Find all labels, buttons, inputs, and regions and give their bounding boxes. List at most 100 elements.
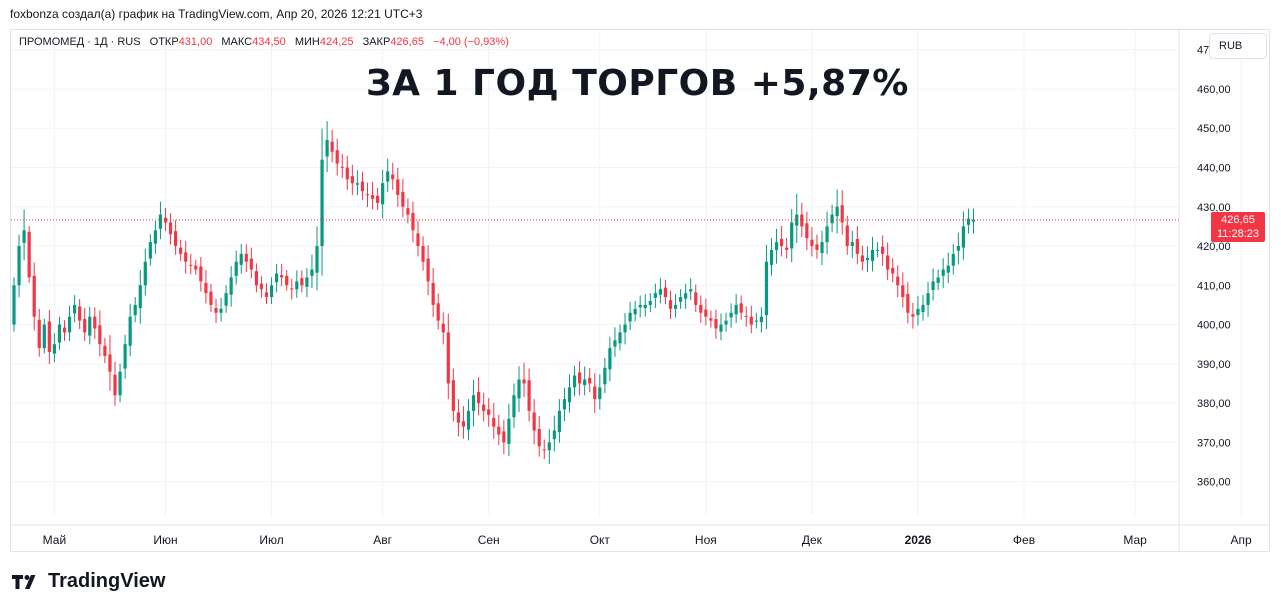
- x-tick-label: Ноя: [695, 533, 717, 547]
- candle-body: [305, 277, 309, 287]
- candle-body: [295, 281, 299, 290]
- candle-body: [386, 171, 390, 182]
- candle-body: [532, 412, 536, 431]
- low-label: МИН: [294, 36, 320, 48]
- candle-body: [724, 320, 728, 325]
- candle-body: [628, 312, 632, 322]
- candle-body: [754, 320, 758, 322]
- low-value: 424,25: [319, 36, 354, 48]
- candle-body: [93, 316, 97, 329]
- candle-body: [73, 304, 77, 314]
- candle-body: [769, 249, 774, 265]
- candle-body: [936, 277, 940, 283]
- candle-body: [12, 285, 16, 325]
- candle-body: [103, 345, 107, 356]
- candle-body: [239, 253, 243, 265]
- candle-body: [340, 166, 344, 168]
- candle-body: [219, 308, 223, 313]
- candle-body: [567, 387, 572, 403]
- y-tick-label: 460,00: [1197, 84, 1231, 96]
- y-tick-label: 450,00: [1197, 123, 1231, 135]
- candle-body: [365, 194, 370, 196]
- candle-body: [461, 421, 466, 427]
- candle-body: [860, 255, 864, 262]
- candle-body: [32, 275, 36, 317]
- candle-body: [315, 246, 319, 273]
- x-tick-label: 2026: [905, 533, 932, 547]
- candle-body: [663, 287, 668, 298]
- candle-body: [578, 372, 582, 384]
- candle-body: [27, 231, 31, 278]
- candle-body: [244, 253, 248, 262]
- candle-body: [966, 218, 971, 225]
- candle-body: [507, 418, 511, 444]
- high-value: 434,50: [252, 36, 286, 48]
- candle-body: [381, 183, 385, 205]
- candle-body: [840, 205, 844, 223]
- candle-body: [759, 316, 763, 323]
- candle-body: [320, 159, 324, 247]
- candle-body: [956, 246, 960, 251]
- close-label: ЗАКР: [362, 36, 391, 48]
- tradingview-logo[interactable]: TradingView: [12, 570, 165, 593]
- candle-body: [729, 312, 733, 318]
- candle-body: [951, 253, 955, 266]
- candle-body: [335, 150, 339, 164]
- candle-body: [350, 176, 354, 184]
- candle-body: [330, 141, 334, 152]
- candle-body: [739, 303, 743, 313]
- candle-body: [820, 242, 824, 254]
- bar-countdown: 11:28:23: [1216, 227, 1259, 240]
- candle-body: [795, 214, 799, 226]
- candle-body: [704, 309, 708, 317]
- candle-body: [780, 238, 784, 247]
- tradingview-logo-icon: [12, 574, 36, 589]
- candle-body: [22, 230, 26, 243]
- candle-body: [552, 430, 556, 440]
- candle-body: [98, 325, 102, 345]
- chart-panel[interactable]: 470,00460,00450,00440,00430,00420,00410,…: [10, 29, 1270, 552]
- candle-body: [446, 332, 450, 384]
- candle-body: [926, 293, 930, 305]
- candle-body: [613, 340, 617, 347]
- candle-body: [401, 191, 405, 207]
- candle-body: [633, 308, 637, 315]
- symbol-label[interactable]: ПРОМОМЕД · 1Д · RUS: [19, 36, 141, 48]
- y-tick-label: 390,00: [1197, 359, 1231, 371]
- y-tick-label: 400,00: [1197, 320, 1231, 332]
- candle-body: [916, 308, 920, 316]
- x-tick-label: Апр: [1231, 533, 1253, 547]
- candle-body: [805, 223, 809, 239]
- candle-body: [653, 293, 657, 298]
- candle-body: [285, 275, 289, 286]
- candle-body: [901, 285, 905, 298]
- candle-body: [300, 278, 304, 286]
- candle-body: [133, 304, 137, 316]
- candle-body: [527, 380, 531, 411]
- currency-button[interactable]: RUB: [1209, 33, 1267, 59]
- candle-body: [658, 289, 662, 295]
- last-price-value: 426,65: [1221, 213, 1255, 226]
- candle-body: [870, 249, 875, 261]
- chart-caption: foxbonza создал(а) график на TradingView…: [10, 7, 423, 21]
- candle-body: [537, 428, 541, 447]
- candle-body: [57, 324, 62, 343]
- candle-body: [835, 206, 839, 217]
- candle-body: [492, 417, 496, 427]
- candle-body: [37, 319, 41, 349]
- candle-body: [249, 258, 253, 270]
- candle-body: [411, 213, 415, 231]
- candle-body: [648, 300, 652, 305]
- candle-body: [391, 174, 395, 180]
- candle-body: [542, 449, 546, 451]
- candle-body: [214, 308, 218, 313]
- candle-body: [158, 214, 163, 229]
- candle-body: [128, 316, 132, 346]
- candle-body: [881, 246, 885, 254]
- candle-body: [229, 277, 233, 295]
- candlestick-chart[interactable]: 470,00460,00450,00440,00430,00420,00410,…: [11, 30, 1270, 552]
- candle-body: [618, 332, 622, 344]
- candle-body: [148, 242, 152, 259]
- candle-body: [946, 265, 950, 273]
- candle-body: [588, 377, 592, 384]
